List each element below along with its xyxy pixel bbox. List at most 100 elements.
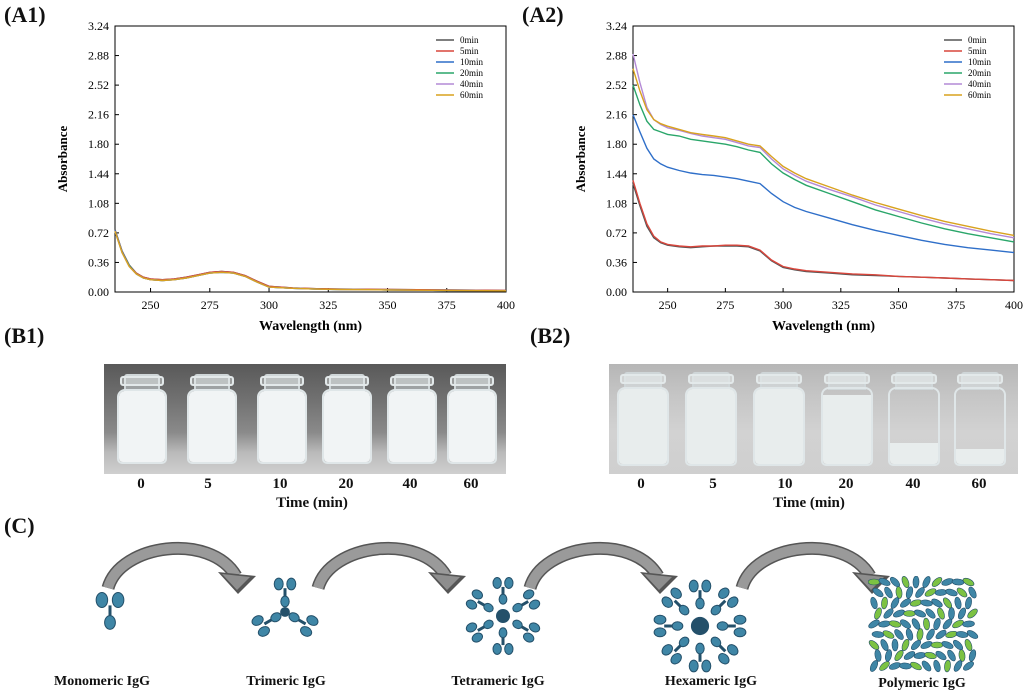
vial-liquid xyxy=(823,395,871,464)
polymer-unit xyxy=(910,661,922,671)
polymer-unit xyxy=(891,638,899,652)
legend-label-10min: 10min xyxy=(460,57,484,67)
panel-label-b1: (B1) xyxy=(4,323,45,348)
y-tick-label: 1.44 xyxy=(88,167,109,181)
b1-tick: 20 xyxy=(338,476,354,492)
polymer-unit xyxy=(956,587,968,598)
igg-unit xyxy=(716,614,747,638)
panel-label-a1: (A1) xyxy=(4,2,46,27)
x-tick-label: 350 xyxy=(379,298,397,312)
polymer-unit xyxy=(920,599,933,607)
x-tick-label: 275 xyxy=(716,298,734,312)
igg-unit xyxy=(465,619,494,643)
polymer-unit xyxy=(894,629,904,640)
polymer-unit xyxy=(953,660,963,672)
polymer-unit xyxy=(884,586,893,599)
x-tick-label: 250 xyxy=(142,298,160,312)
series-line-40min xyxy=(632,53,1015,239)
polymer-unit xyxy=(923,617,930,631)
polymer-unit xyxy=(962,577,975,587)
b2-tick: 60 xyxy=(971,476,987,492)
polymer-unit xyxy=(926,628,935,641)
polymer-unit xyxy=(952,619,964,629)
series-line-60min xyxy=(114,230,507,292)
y-tick-label: 0.72 xyxy=(88,226,109,240)
legend-label-0min: 0min xyxy=(460,35,479,45)
series-line-5min xyxy=(632,180,1015,282)
b1-axis-title: Time (min) xyxy=(276,495,348,511)
igg-unit xyxy=(688,642,712,673)
polymer-unit xyxy=(871,631,885,638)
polymer-unit xyxy=(912,576,920,589)
polymer-unit xyxy=(964,638,973,652)
vial-liquid xyxy=(449,391,495,462)
stage-label-polymeric: Polymeric IgG xyxy=(878,676,966,691)
y-tick-label: 1.08 xyxy=(606,196,627,210)
legend-label-20min: 20min xyxy=(968,68,992,78)
polymer-unit xyxy=(934,589,948,596)
polymer-unit xyxy=(868,640,880,650)
b2-tick: 20 xyxy=(838,476,854,492)
b1-tick: 40 xyxy=(402,476,418,492)
polymer-unit xyxy=(937,607,945,620)
curved-arrow-icon xyxy=(523,541,678,594)
polymer-unit xyxy=(944,659,951,673)
vial xyxy=(685,372,737,466)
polymer-unit xyxy=(895,586,903,599)
vial-liquid xyxy=(119,391,165,462)
polymer-unit xyxy=(868,619,880,629)
polymer-unit xyxy=(870,596,878,610)
core xyxy=(690,616,710,636)
vial-liquid xyxy=(755,389,803,464)
polymer-unit xyxy=(899,662,912,670)
series-line-20min xyxy=(632,84,1015,243)
y-tick-label: 0.36 xyxy=(88,255,109,269)
x-tick-label: 375 xyxy=(438,298,456,312)
y-tick-label: 1.80 xyxy=(88,137,109,151)
series-line-10min xyxy=(114,230,507,292)
y-tick-label: 3.24 xyxy=(88,19,109,33)
b1-tick: 10 xyxy=(272,476,288,492)
polymer-unit xyxy=(890,597,900,609)
y-tick-label: 2.88 xyxy=(88,49,109,63)
x-axis-label: Wavelength (nm) xyxy=(259,319,362,334)
polymer-unit xyxy=(924,651,937,660)
polymer-unit xyxy=(888,620,902,628)
vial xyxy=(187,374,237,464)
stage-label-tetrameric: Tetrameric IgG xyxy=(451,674,545,689)
polymer-unit xyxy=(925,608,936,619)
vial-liquid xyxy=(956,449,1004,464)
vial xyxy=(257,374,307,464)
polymer-unit xyxy=(903,651,916,660)
igg-unit xyxy=(465,589,494,613)
polymer-unit xyxy=(900,619,911,629)
polymer-unit xyxy=(966,630,979,639)
polymer-unit xyxy=(874,607,882,620)
y-tick-label: 1.08 xyxy=(88,196,109,210)
igg-unit xyxy=(512,589,541,613)
vial-liquid xyxy=(324,391,370,462)
y-tick-label: 0.36 xyxy=(606,255,627,269)
panel-label-c: (C) xyxy=(4,513,35,538)
curved-arrow-icon xyxy=(101,541,256,594)
vial xyxy=(821,372,873,466)
tetramer-igg-icon xyxy=(465,577,541,655)
polymer-unit xyxy=(930,641,944,649)
polymer-unit xyxy=(945,588,958,597)
x-tick-label: 400 xyxy=(497,298,515,312)
igg-unit xyxy=(273,577,297,608)
polymer-unit xyxy=(903,610,916,617)
polymer-unit xyxy=(901,638,910,652)
y-tick-label: 1.44 xyxy=(606,167,627,181)
polymer-unit xyxy=(883,608,894,619)
polymer-unit xyxy=(894,649,904,662)
polymer-unit xyxy=(911,639,921,651)
polymer-unit xyxy=(933,659,941,673)
vial-liquid xyxy=(890,443,938,464)
x-tick-label: 275 xyxy=(201,298,219,312)
polymer-unit xyxy=(920,641,933,649)
legend-label-40min: 40min xyxy=(968,79,992,89)
polymer-unit xyxy=(947,649,956,662)
vial-liquid xyxy=(389,391,435,462)
polymer-unit xyxy=(948,607,955,620)
